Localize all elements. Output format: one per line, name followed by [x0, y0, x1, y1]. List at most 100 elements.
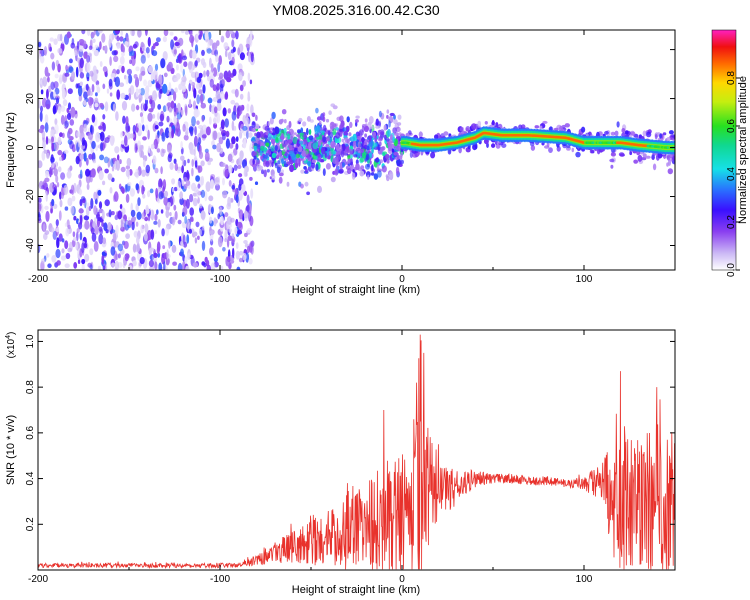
spectrogram-cell — [131, 103, 136, 112]
spectrogram-cell — [76, 228, 80, 233]
spectrogram-cell — [284, 141, 288, 146]
spectrogram-cell — [140, 41, 145, 49]
spectrogram-cell — [263, 135, 268, 139]
spectrogram-cell — [112, 103, 116, 112]
spectrogram-cell — [259, 149, 263, 157]
spectrogram-cell — [346, 116, 350, 123]
spectrogram-cell — [371, 164, 374, 172]
spectrogram-cell — [239, 104, 243, 115]
spectrogram-cell — [97, 30, 103, 34]
spectrogram-cell — [245, 43, 250, 48]
spectrogram-cell — [140, 87, 145, 96]
spectrogram-cell — [195, 189, 200, 198]
spectrogram-cell — [122, 115, 126, 125]
spectrogram-cell — [180, 155, 185, 161]
spectrogram-cell — [98, 233, 104, 245]
spectrogram-cell — [212, 67, 218, 77]
spectrogram-cell — [195, 221, 200, 228]
spectrogram-cell — [56, 237, 60, 249]
spectrogram-cell — [129, 59, 132, 65]
spectrogram-cell — [76, 231, 79, 242]
spectrogram-cell — [125, 193, 130, 203]
spectrogram-cell — [226, 76, 232, 83]
spectrogram-cell — [98, 170, 104, 181]
spectrogram-cell — [78, 188, 83, 195]
spectrogram-cell — [167, 61, 173, 70]
spectrogram-cell — [238, 190, 243, 201]
spectrogram-cell — [50, 91, 54, 100]
spectrogram-cell — [614, 130, 619, 137]
spectrogram-cell — [110, 229, 116, 234]
spectrogram-cell — [64, 206, 69, 211]
spectrogram-cell — [101, 251, 106, 256]
spectrogram-cell — [85, 83, 89, 91]
spectrogram-cell — [192, 262, 198, 268]
spectrogram-cell — [335, 143, 340, 152]
spectrogram-cell — [147, 145, 151, 154]
spectrogram-cell — [181, 179, 185, 187]
spectrogram-cell — [180, 63, 184, 73]
spectrogram-cell — [251, 163, 256, 168]
spectrogram-cell — [64, 120, 69, 128]
spectrogram-cell — [41, 258, 46, 264]
spectrogram-cell — [47, 263, 52, 269]
spectrogram-cell — [98, 201, 103, 210]
spectrogram-cell — [102, 83, 106, 90]
spectrogram-cell — [283, 160, 287, 165]
spectrogram-cell — [220, 119, 225, 130]
spectrogram-cell — [206, 69, 210, 77]
spectrogram-cell — [134, 143, 138, 154]
spectrogram-cell — [306, 116, 311, 122]
spectrogram-cell — [127, 182, 132, 186]
spectrogram-cell — [125, 75, 129, 85]
spectrogram-cell — [102, 66, 108, 73]
spectrogram-cell — [227, 256, 231, 263]
spectrogram-cell — [309, 119, 314, 123]
spectrogram-cell — [304, 181, 309, 187]
colorbar-tick-label: 0.8 — [726, 71, 737, 85]
spectrogram-cell — [56, 227, 60, 233]
spectrogram-cell — [55, 219, 59, 227]
spectrogram-cell — [213, 217, 217, 227]
spectrogram-cell — [173, 106, 177, 118]
spectrogram-cell — [127, 220, 132, 226]
spectrogram-cell — [153, 220, 158, 225]
spectrogram-cell — [63, 149, 69, 154]
spectrogram-cell — [125, 233, 130, 240]
spectrogram-ytick-label: -40 — [25, 238, 36, 253]
spectrogram-cell — [152, 155, 157, 165]
spectrogram-cell — [167, 95, 172, 101]
spectrogram-cell — [121, 100, 128, 111]
spectrogram-cell — [198, 137, 202, 146]
spectrogram-cell — [38, 41, 42, 48]
spectrogram-cell — [173, 115, 177, 125]
spectrogram-cell — [107, 222, 112, 232]
spectrogram-cell — [216, 142, 222, 153]
spectrogram-cell — [165, 209, 170, 219]
spectrogram-cell — [94, 103, 99, 108]
spectrogram-cell — [368, 135, 372, 142]
spectrogram-cell — [248, 210, 252, 215]
spectrogram-cell — [304, 168, 308, 174]
spectrogram-cell — [119, 36, 124, 42]
spectrogram-cell — [275, 137, 279, 142]
spectrogram-cell — [207, 75, 211, 82]
spectrogram-cell — [152, 114, 156, 119]
spectrogram-cell — [642, 153, 647, 158]
spectrogram-cell — [184, 30, 189, 35]
spectrogram-cell — [296, 139, 301, 148]
spectrogram-cell — [160, 148, 165, 157]
spectrogram-cell — [139, 112, 144, 118]
spectrogram-cell — [121, 51, 125, 57]
spectrogram-cell — [155, 187, 159, 199]
spectrogram-cell — [386, 158, 390, 164]
spectrogram-cell — [107, 173, 113, 181]
spectrogram-cell — [69, 119, 75, 126]
spectrogram-cell — [367, 174, 370, 180]
spectrogram-cell — [46, 152, 50, 159]
spectrogram-cell — [666, 137, 671, 142]
spectrogram-cell — [136, 122, 142, 129]
spectrogram-cell — [168, 106, 173, 114]
colorbar-gradient — [711, 29, 737, 271]
spectrogram-cell — [271, 111, 276, 120]
